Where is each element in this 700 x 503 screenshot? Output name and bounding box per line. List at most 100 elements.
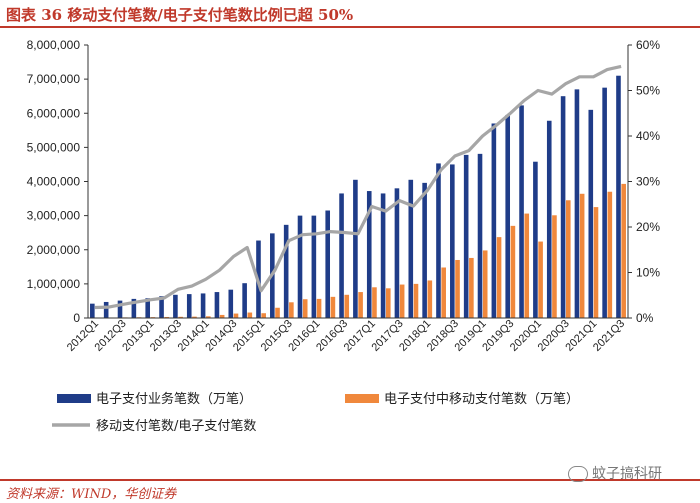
bar-total (560, 96, 566, 318)
bar-total (228, 289, 234, 318)
bar-mobile (316, 298, 322, 318)
bar-mobile (358, 292, 363, 318)
legend-label-mobile: 电子支付中移动支付笔数（万笔） (384, 391, 579, 407)
y-left-tick-label: 5,000,000 (27, 140, 81, 154)
chart-svg: 0 1,000,000 2,000,000 3,000,000 4,000,000 5,0… (27, 38, 661, 434)
bar-total (186, 294, 192, 318)
bar-mobile (344, 294, 350, 318)
bar-mobile (233, 313, 239, 318)
bar-mobile (565, 200, 571, 318)
bar-total (90, 303, 95, 318)
y-left-tick-label: 6,000,000 (27, 106, 81, 120)
y-left-tick-label: 7,000,000 (27, 72, 81, 86)
legend-swatch-total (57, 394, 91, 403)
bar-mobile (482, 250, 488, 318)
bar-mobile (469, 257, 474, 318)
y-right-tick-label: 30% (636, 175, 660, 189)
bar-total (145, 298, 151, 318)
bar-total (159, 296, 164, 318)
bar-mobile (524, 213, 530, 318)
bar-mobile (399, 284, 405, 318)
bar-total (505, 114, 511, 318)
y-left-tick-label: 1,000,000 (27, 277, 81, 291)
bar-total (353, 179, 358, 318)
bar-total (131, 298, 137, 318)
legend-label-ratio: 移动支付笔数/电子支付笔数 (96, 418, 256, 434)
bar-mobile (455, 259, 460, 318)
bar-total (297, 215, 303, 318)
bar-total (283, 224, 289, 318)
bar-mobile (579, 193, 585, 318)
bar-mobile (538, 241, 543, 318)
bar-total (103, 301, 109, 318)
legend-label-total: 电子支付业务笔数（万笔） (96, 391, 252, 407)
bar-mobile (385, 288, 391, 318)
bar-total (588, 109, 594, 319)
bar-mobile (289, 302, 294, 318)
bar-total (574, 89, 580, 318)
y-left-tick-label: 3,000,000 (27, 209, 81, 223)
bar-mobile (205, 316, 211, 318)
bar-mobile (593, 207, 599, 318)
wechat-icon (568, 466, 588, 482)
bar-total (450, 164, 455, 318)
bar-total (422, 182, 427, 318)
legend-swatch-mobile (345, 394, 379, 403)
bar-mobile (621, 183, 626, 318)
ratio-line (94, 64, 622, 310)
bar-mobile (219, 314, 225, 318)
bar-mobile (413, 283, 419, 318)
bar-mobile (510, 225, 516, 318)
bar-mobile (372, 287, 377, 318)
y-right-tick-label: 20% (636, 220, 660, 234)
bar-mobile (247, 312, 253, 318)
bar-total (463, 154, 469, 318)
bar-total (214, 292, 220, 318)
bar-total (325, 210, 331, 318)
bar-mobile (192, 316, 197, 318)
bar-total (491, 123, 497, 318)
bar-total (380, 193, 386, 318)
y-left-tick-label: 4,000,000 (27, 175, 81, 189)
watermark-text: 蚊子搞科研 (592, 466, 662, 482)
source-note: 资料来源：WIND，华创证券 (6, 487, 177, 502)
y-left-tick-label: 0 (73, 311, 80, 325)
y-right-tick-label: 0% (636, 311, 654, 325)
y-left-tick-label: 8,000,000 (27, 38, 81, 52)
bar-total (616, 75, 621, 319)
bar-total (173, 294, 178, 318)
bar-mobile (607, 191, 613, 318)
y-left-tick-label: 2,000,000 (27, 243, 81, 257)
bar-mobile (178, 316, 183, 318)
bar-total (200, 293, 206, 318)
bar-mobile (441, 267, 446, 318)
bar-total (117, 300, 123, 318)
bar-mobile (164, 316, 170, 318)
bar-total (394, 188, 400, 318)
bar-mobile (552, 215, 557, 318)
bar-mobile (302, 299, 308, 318)
bar-total (408, 179, 414, 318)
bar-mobile (275, 307, 280, 318)
bar-mobile (496, 237, 502, 318)
bar-total (436, 163, 441, 318)
y-right-tick-label: 10% (636, 266, 660, 280)
figure-title: 图表 36 移动支付笔数/电子支付笔数比例已超 50% (6, 6, 354, 24)
y-right-tick-label: 50% (636, 84, 660, 98)
bar-mobile (427, 280, 433, 318)
bar-total (546, 120, 552, 318)
bar-total (366, 191, 372, 318)
y-right-tick-label: 60% (636, 38, 660, 52)
bar-total (602, 87, 607, 318)
bar-total (533, 161, 538, 318)
bar-mobile (330, 296, 336, 318)
watermark: 蚊子搞科研 (568, 463, 662, 483)
bar-total (477, 153, 483, 318)
bar-total (339, 193, 344, 318)
bar-total (519, 105, 524, 319)
y-right-tick-label: 40% (636, 129, 660, 143)
bar-total (242, 283, 247, 318)
bottom-rule (0, 479, 700, 481)
bar-total (311, 215, 317, 318)
title-rule (0, 26, 700, 28)
